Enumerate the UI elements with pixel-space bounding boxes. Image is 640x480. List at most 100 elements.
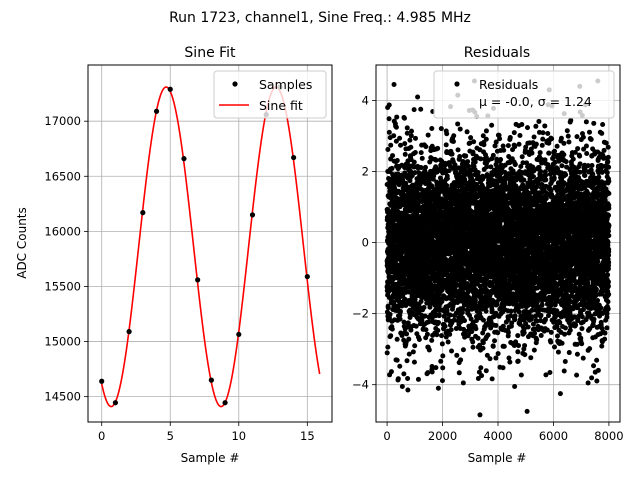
- residual-point: [408, 133, 414, 139]
- residual-point: [389, 165, 395, 171]
- residual-point: [397, 316, 403, 322]
- y-tick-label: 15500: [44, 279, 81, 293]
- residual-point: [394, 114, 400, 120]
- residual-point: [487, 356, 493, 362]
- residual-point: [440, 365, 446, 371]
- residual-point: [412, 150, 418, 156]
- residual-point: [397, 363, 403, 369]
- residual-point: [470, 344, 476, 350]
- residual-point: [385, 207, 391, 213]
- residual-point: [422, 313, 428, 319]
- residual-point: [449, 348, 455, 354]
- residual-point: [438, 126, 444, 132]
- residual-point: [397, 135, 403, 141]
- residual-point: [422, 164, 428, 170]
- residual-point: [418, 165, 424, 171]
- residual-point: [423, 181, 429, 187]
- residual-point: [436, 320, 441, 326]
- residual-point: [483, 136, 489, 142]
- residual-point: [443, 142, 449, 148]
- residual-point: [415, 376, 421, 382]
- residual-point: [429, 337, 435, 343]
- y-tick-label: 17000: [44, 114, 81, 128]
- residual-point: [471, 139, 477, 145]
- residual-point: [401, 319, 407, 325]
- residual-point: [489, 307, 495, 313]
- residual-point: [397, 308, 403, 314]
- residual-point: [395, 376, 401, 382]
- residual-point: [405, 320, 411, 326]
- residual-point: [410, 349, 416, 355]
- sample-point: [222, 400, 228, 406]
- y-tick-label: 16000: [44, 224, 81, 238]
- residual-point: [412, 135, 418, 141]
- residual-point: [489, 376, 495, 382]
- residual-point: [456, 370, 462, 376]
- residual-point: [426, 319, 432, 325]
- sample-point: [304, 273, 310, 280]
- sample-point: [112, 400, 119, 406]
- residual-point: [436, 312, 442, 318]
- residual-point: [412, 343, 418, 349]
- residual-point: [512, 313, 518, 319]
- y-tick-label: 15000: [44, 335, 81, 349]
- residual-point: [401, 115, 407, 121]
- residual-point: [427, 304, 433, 310]
- residual-point: [426, 347, 432, 353]
- residual-point: [490, 343, 496, 349]
- residual-point: [425, 370, 431, 376]
- residual-point: [421, 305, 427, 311]
- sample-point: [195, 277, 201, 283]
- residual-point: [435, 327, 441, 333]
- residual-point: [505, 143, 511, 149]
- residual-point: [425, 132, 431, 138]
- y-tick-label: 14500: [44, 390, 81, 404]
- residual-point: [388, 369, 394, 375]
- residual-point: [498, 157, 504, 163]
- residual-point: [516, 343, 522, 349]
- residual-point: [515, 333, 521, 339]
- residual-point: [497, 136, 503, 142]
- residual-point: [439, 333, 445, 339]
- residual-point: [512, 161, 518, 167]
- residual-point: [444, 175, 450, 181]
- residual-point: [479, 373, 485, 379]
- residual-point: [480, 345, 486, 351]
- x-tick-label: 10: [231, 429, 246, 443]
- residual-point: [404, 125, 410, 131]
- residual-point: [439, 341, 445, 347]
- sample-point: [167, 86, 173, 92]
- legend-sine-fit-label: Sine fit: [259, 98, 303, 113]
- residual-point: [512, 144, 518, 150]
- sine-fit-legend: Samples Sine fit: [213, 70, 327, 119]
- residual-point: [385, 344, 391, 350]
- residual-point: [449, 151, 455, 157]
- residual-point: [394, 357, 400, 363]
- sine-fit-legend-box: [213, 70, 327, 119]
- sample-point: [140, 210, 146, 216]
- residual-point: [462, 318, 468, 324]
- y-tick-label: 16500: [44, 169, 81, 183]
- residual-point: [412, 170, 418, 176]
- sine-fit-xlabel: Sample #: [181, 451, 240, 465]
- residual-point: [384, 350, 390, 356]
- sine-fit-ylabel: ADC Counts: [15, 207, 29, 279]
- residual-point: [418, 106, 424, 112]
- residual-point: [468, 135, 474, 141]
- residual-point: [402, 151, 408, 157]
- residual-point: [404, 130, 410, 136]
- residual-point: [386, 102, 392, 108]
- residual-point: [455, 147, 461, 153]
- residual-point: [418, 299, 424, 305]
- residual-point: [518, 372, 524, 378]
- residual-point: [411, 107, 417, 113]
- residual-point: [394, 336, 400, 342]
- residual-point: [500, 365, 506, 371]
- legend-samples-marker: [232, 81, 238, 87]
- residual-point: [409, 128, 415, 134]
- sample-point: [236, 331, 242, 338]
- residual-point: [440, 353, 446, 359]
- residual-point: [385, 305, 391, 311]
- residual-point: [435, 145, 441, 151]
- residual-point: [401, 371, 407, 377]
